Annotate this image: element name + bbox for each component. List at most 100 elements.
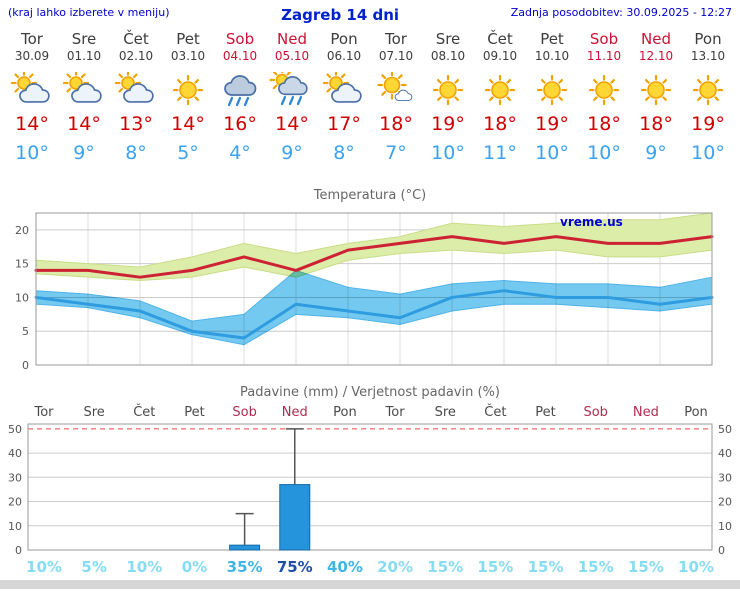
day-column-02.10[interactable]: Čet 02.10 13° 8° bbox=[110, 30, 162, 164]
day-name: Pon bbox=[330, 30, 358, 48]
min-temperature: 9° bbox=[281, 142, 303, 164]
min-temperature: 9° bbox=[73, 142, 95, 164]
precip-probability: 40% bbox=[327, 558, 363, 576]
precip-probability: 10% bbox=[126, 558, 162, 576]
max-temperature: 14° bbox=[67, 113, 101, 135]
svg-text:0: 0 bbox=[15, 544, 22, 557]
precip-probability: 15% bbox=[628, 558, 664, 576]
min-temperature: 7° bbox=[385, 142, 407, 164]
line-max-temperatura bbox=[34, 235, 714, 279]
precip-bar bbox=[279, 484, 311, 551]
day-name: Sre bbox=[71, 30, 97, 48]
min-temperature: 10° bbox=[431, 142, 465, 164]
svg-text:50: 50 bbox=[8, 423, 22, 436]
sun-icon bbox=[682, 70, 734, 110]
page-header: (kraj lahko izberete v meniju) Zagreb 14… bbox=[0, 0, 740, 24]
sun-icon bbox=[422, 70, 474, 110]
precip-day-label: Pet bbox=[184, 405, 204, 420]
precipitation-chart-section: Padavine (mm) / Verjetnost padavin (%) T… bbox=[0, 385, 740, 578]
day-name: Tor bbox=[21, 30, 43, 48]
precip-probability: 5% bbox=[81, 558, 106, 576]
precip-probability: 10% bbox=[678, 558, 714, 576]
precip-probability: 10% bbox=[26, 558, 62, 576]
day-name: Tor bbox=[385, 30, 407, 48]
day-column-08.10[interactable]: Sre 08.10 19° 10° bbox=[422, 30, 474, 164]
day-column-30.09[interactable]: Tor 30.09 14° 10° bbox=[6, 30, 58, 164]
day-column-07.10[interactable]: Tor 07.10 18° 7° bbox=[370, 30, 422, 164]
max-temperature: 17° bbox=[327, 113, 361, 135]
day-name: Pon bbox=[694, 30, 722, 48]
sun-icon bbox=[162, 70, 214, 110]
sun-cloud-icon bbox=[370, 70, 422, 110]
day-column-06.10[interactable]: Pon 06.10 17° 8° bbox=[318, 30, 370, 164]
precip-probability: 0% bbox=[182, 558, 207, 576]
max-temperature: 19° bbox=[691, 113, 725, 135]
day-date: 03.10 bbox=[170, 49, 206, 63]
max-temperature: 14° bbox=[15, 113, 49, 135]
day-column-03.10[interactable]: Pet 03.10 14° 5° bbox=[162, 30, 214, 164]
precip-probability: 35% bbox=[227, 558, 263, 576]
day-date: 02.10 bbox=[118, 49, 154, 63]
day-date: 04.10 bbox=[222, 49, 258, 63]
precip-bar bbox=[229, 544, 261, 551]
temperature-chart: 0 5 10 15 20 vreme.us bbox=[15, 212, 714, 372]
svg-text:20: 20 bbox=[8, 496, 22, 509]
precip-day-label: Pon bbox=[333, 405, 357, 420]
sun-icon bbox=[578, 70, 630, 110]
max-temperature: 18° bbox=[587, 113, 621, 135]
forecast-day-strip: Tor 30.09 14° 10° Sre 01.10 14° 9° Čet 02.10 13… bbox=[0, 24, 740, 164]
svg-text:30: 30 bbox=[8, 471, 22, 484]
day-column-12.10[interactable]: Ned 12.10 18° 9° bbox=[630, 30, 682, 164]
precip-probability: 20% bbox=[377, 558, 413, 576]
precip-day-label: Čet bbox=[133, 404, 155, 420]
day-name: Sob bbox=[225, 30, 255, 48]
day-column-01.10[interactable]: Sre 01.10 14° 9° bbox=[58, 30, 110, 164]
temperature-chart-section: Temperatura (°C) 0 5 10 15 20 vreme.us bbox=[0, 188, 740, 375]
precip-day-label: Sre bbox=[83, 405, 104, 420]
min-temperature: 8° bbox=[125, 142, 147, 164]
location-menu-note: (kraj lahko izberete v meniju) bbox=[8, 6, 170, 19]
day-name: Čet bbox=[123, 30, 149, 48]
precip-day-label: Sob bbox=[583, 405, 607, 420]
max-temperature: 18° bbox=[483, 113, 517, 135]
svg-text:0: 0 bbox=[22, 359, 29, 372]
precip-day-label: Sob bbox=[232, 405, 256, 420]
min-temperature: 8° bbox=[333, 142, 355, 164]
day-name: Sre bbox=[435, 30, 461, 48]
watermark-link[interactable]: vreme.us bbox=[560, 215, 623, 229]
day-name: Čet bbox=[487, 30, 513, 48]
svg-text:20: 20 bbox=[718, 496, 732, 509]
day-column-13.10[interactable]: Pon 13.10 19° 10° bbox=[682, 30, 734, 164]
min-temperature: 4° bbox=[229, 142, 251, 164]
svg-text:50: 50 bbox=[718, 423, 732, 436]
day-name: Ned bbox=[641, 30, 671, 48]
day-column-04.10[interactable]: Sob 04.10 16° 4° bbox=[214, 30, 266, 164]
day-date: 13.10 bbox=[690, 49, 726, 63]
day-date: 09.10 bbox=[482, 49, 518, 63]
precipitation-chart: Tor Sre Čet Pet Sob Ned Pon Tor Sre Čet Pet Sob Ned P… bbox=[8, 404, 732, 576]
day-column-05.10[interactable]: Ned 05.10 14° 9° bbox=[266, 30, 318, 164]
precip-probability: 15% bbox=[477, 558, 513, 576]
day-column-09.10[interactable]: Čet 09.10 18° 11° bbox=[474, 30, 526, 164]
day-date: 06.10 bbox=[326, 49, 362, 63]
svg-text:10: 10 bbox=[8, 520, 22, 533]
max-temperature: 16° bbox=[223, 113, 257, 135]
max-temperature: 19° bbox=[535, 113, 569, 135]
precip-probability: 15% bbox=[578, 558, 614, 576]
day-column-10.10[interactable]: Pet 10.10 19° 10° bbox=[526, 30, 578, 164]
min-temperature: 11° bbox=[483, 142, 517, 164]
min-temperature: 10° bbox=[691, 142, 725, 164]
day-date: 08.10 bbox=[430, 49, 466, 63]
day-date: 11.10 bbox=[586, 49, 622, 63]
cloud-rain-icon bbox=[214, 70, 266, 110]
cloud-sun-icon bbox=[110, 70, 162, 110]
day-name: Pet bbox=[176, 30, 200, 48]
cloud-sun-icon bbox=[6, 70, 58, 110]
day-date: 07.10 bbox=[378, 49, 414, 63]
svg-text:40: 40 bbox=[718, 447, 732, 460]
day-column-11.10[interactable]: Sob 11.10 18° 10° bbox=[578, 30, 630, 164]
min-temperature: 9° bbox=[645, 142, 667, 164]
max-temperature: 19° bbox=[431, 113, 465, 135]
svg-text:5: 5 bbox=[22, 325, 29, 338]
last-update-timestamp: Zadnja posodobitev: 30.09.2025 - 12:27 bbox=[510, 6, 732, 19]
